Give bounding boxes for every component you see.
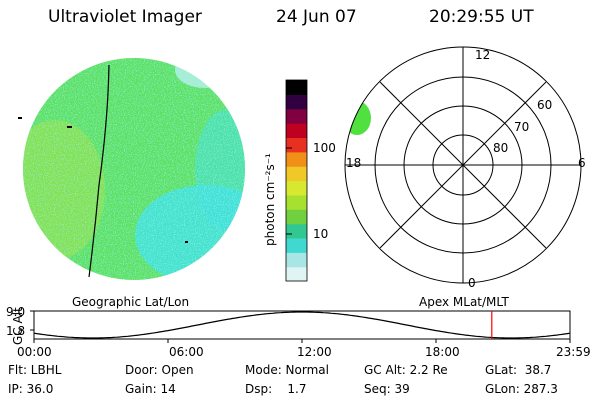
y-tick-9: 9.0 — [6, 305, 26, 319]
date-label: 24 Jun 07 — [276, 7, 357, 27]
mlt-label-18: 18 — [346, 156, 362, 170]
colorbar-segment — [286, 108, 307, 124]
x-tick-0000: 00:00 — [17, 345, 52, 359]
instrument-title: Ultraviolet Imager — [48, 7, 202, 27]
ip-info: IP: 36.0 — [8, 382, 54, 396]
terminator-line — [88, 64, 110, 278]
lat-label-70: 70 — [514, 120, 530, 134]
colorbar-segment — [286, 166, 307, 182]
x-tick-2359: 23:59 — [556, 345, 591, 359]
aurora-patch — [345, 101, 371, 135]
colorbar-segment — [286, 252, 307, 268]
colorbar-segment — [286, 151, 307, 167]
glon-info: GLon: 287.3 — [485, 382, 558, 396]
gc-alt-info: GC Alt: 2.2 Re — [364, 363, 448, 377]
colorbar-segment — [286, 237, 307, 253]
altitude-timeline — [30, 310, 571, 343]
colorbar-tick-100: 100 — [313, 141, 336, 155]
filter-info: Flt: LBHL — [8, 363, 62, 377]
colorbar-units-label: photon cm⁻²s⁻¹ — [263, 153, 277, 246]
lat-label-60: 60 — [537, 98, 553, 112]
mlt-label-12: 12 — [475, 48, 491, 62]
colorbar-tick-10: 10 — [313, 227, 329, 241]
lat-label-80: 80 — [493, 141, 509, 155]
colorbar-segment — [286, 80, 307, 95]
colorbar-segment — [286, 123, 307, 139]
colorbar-segment — [286, 266, 307, 282]
dsp-info: Dsp: 1.7 — [245, 382, 307, 396]
color-scale-bar — [286, 80, 307, 282]
colorbar-segment — [286, 194, 307, 210]
mlt-label-6: 6 — [578, 156, 586, 170]
colorbar-segment — [286, 180, 307, 196]
colorbar-segment — [286, 209, 307, 225]
apex-label: Apex MLat/MLT — [419, 295, 509, 309]
door-info: Door: Open — [125, 363, 194, 377]
x-tick-1800: 18:00 — [425, 345, 460, 359]
colorbar-segment — [286, 137, 307, 153]
uv-earth-image — [18, 58, 245, 280]
colorbar-segment — [286, 94, 307, 110]
x-tick-1200: 12:00 — [297, 345, 332, 359]
geographic-label: Geographic Lat/Lon — [72, 295, 190, 309]
colorbar-segment — [286, 223, 307, 239]
x-tick-0600: 06:00 — [169, 345, 204, 359]
y-tick-1-8: 1.8 — [6, 324, 26, 338]
polar-mlt-grid — [344, 46, 582, 284]
seq-info: Seq: 39 — [364, 382, 410, 396]
gain-info: Gain: 14 — [125, 382, 176, 396]
mlt-label-0: 0 — [468, 276, 476, 290]
glat-info: GLat: 38.7 — [485, 363, 552, 377]
altitude-curve — [33, 311, 571, 339]
mode-info: Mode: Normal — [245, 363, 329, 377]
time-label: 20:29:55 UT — [429, 7, 534, 27]
